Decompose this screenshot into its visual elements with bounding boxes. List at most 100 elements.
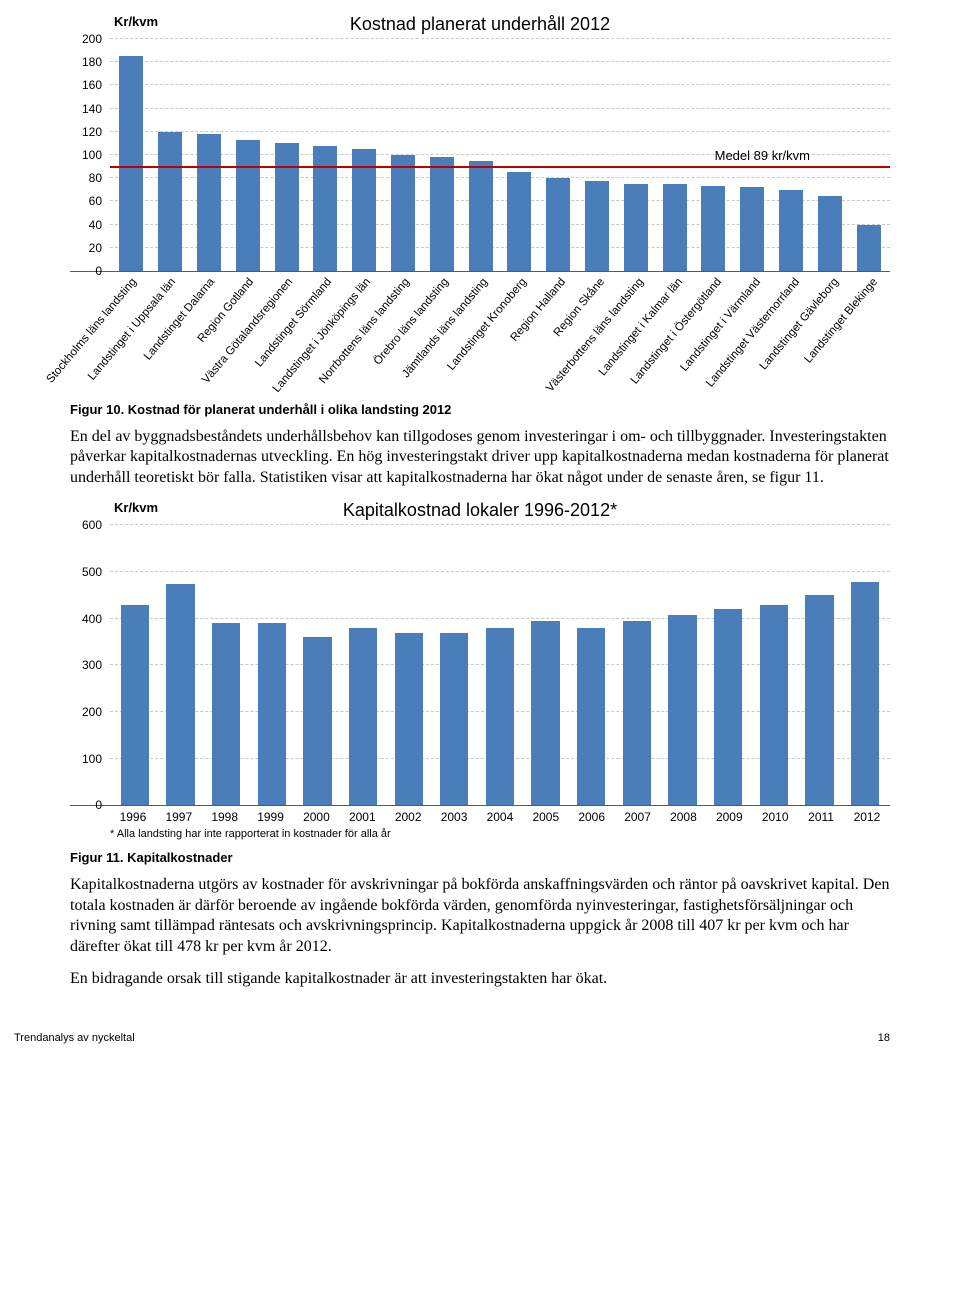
- chart2-x-labels: 1996199719981999200020012002200320042005…: [110, 806, 890, 824]
- y-tick: 40: [89, 218, 102, 232]
- x-label: 2001: [339, 806, 385, 824]
- x-label: 2006: [569, 806, 615, 824]
- bar: [119, 56, 143, 271]
- chart-kapitalkostnad: Kapitalkostnad lokaler 1996-2012* Kr/kvm…: [70, 500, 890, 840]
- y-tick: 80: [89, 171, 102, 185]
- chart1-y-label: Kr/kvm: [114, 14, 158, 29]
- bar-slot: [797, 525, 843, 805]
- bar: [303, 637, 331, 805]
- bar: [668, 615, 696, 805]
- x-label: 1996: [110, 806, 156, 824]
- y-tick: 140: [82, 102, 102, 116]
- bar-slot: [158, 525, 204, 805]
- bar: [391, 155, 415, 271]
- bar-slot: [660, 525, 706, 805]
- bar-slot: [477, 525, 523, 805]
- y-tick: 200: [82, 32, 102, 46]
- bar-slot: [810, 39, 849, 271]
- bar-slot: [500, 39, 539, 271]
- paragraph-2: Kapitalkostnaderna utgörs av kostnader f…: [70, 875, 890, 957]
- bar-slot: [190, 39, 229, 271]
- footer-left: Trendanalys av nyckeltal: [14, 1032, 135, 1044]
- chart1-plot-area: 020406080100120140160180200Medel 89 kr/k…: [70, 39, 890, 272]
- y-tick: 0: [95, 264, 102, 278]
- x-label: 2004: [477, 806, 523, 824]
- bar-slot: [345, 39, 384, 271]
- bar: [212, 623, 240, 805]
- bar: [395, 633, 423, 806]
- bar-slot: [422, 39, 461, 271]
- y-tick: 500: [82, 565, 102, 579]
- y-tick: 0: [95, 798, 102, 812]
- x-label: 2007: [615, 806, 661, 824]
- x-label: 2009: [706, 806, 752, 824]
- bar-slot: [751, 525, 797, 805]
- bar: [507, 172, 531, 271]
- x-label: 1997: [156, 806, 202, 824]
- bar-slot: [614, 525, 660, 805]
- x-label: 2010: [752, 806, 798, 824]
- bar-slot: [151, 39, 190, 271]
- bar: [585, 181, 609, 271]
- bar: [546, 178, 570, 271]
- bar: [158, 132, 182, 271]
- bar: [577, 628, 605, 805]
- x-label: Landstinget Blekinge: [851, 272, 890, 392]
- x-label: 2008: [661, 806, 707, 824]
- bar: [469, 161, 493, 271]
- chart-kostnad-underhall: Kostnad planerat underhåll 2012 Kr/kvm 0…: [70, 14, 890, 392]
- x-label: 2000: [294, 806, 340, 824]
- bar-slot: [384, 39, 423, 271]
- y-tick: 100: [82, 752, 102, 766]
- bar: [714, 609, 742, 805]
- figure10-caption: Figur 10. Kostnad för planerat underhåll…: [70, 402, 890, 417]
- bar: [440, 633, 468, 806]
- bar: [623, 621, 651, 805]
- bar: [236, 140, 260, 271]
- figure11-caption: Figur 11. Kapitalkostnader: [70, 850, 890, 865]
- x-label: 2005: [523, 806, 569, 824]
- bar-slot: [249, 525, 295, 805]
- y-tick: 100: [82, 148, 102, 162]
- chart2-title: Kapitalkostnad lokaler 1996-2012*: [70, 500, 890, 521]
- y-tick: 160: [82, 78, 102, 92]
- bar: [779, 190, 803, 271]
- bar-slot: [539, 39, 578, 271]
- x-label: 2011: [798, 806, 844, 824]
- bar: [851, 582, 879, 805]
- bar: [740, 187, 764, 271]
- bar-slot: [203, 525, 249, 805]
- bar: [313, 146, 337, 271]
- chart2-y-label: Kr/kvm: [114, 500, 158, 515]
- bar: [857, 225, 881, 271]
- page-footer: Trendanalys av nyckeltal 18: [0, 1022, 960, 1058]
- bar: [275, 143, 299, 271]
- y-tick: 300: [82, 658, 102, 672]
- bar-slot: [849, 39, 888, 271]
- bar-slot: [112, 525, 158, 805]
- x-label: 2002: [385, 806, 431, 824]
- bar: [258, 623, 286, 805]
- bar: [701, 186, 725, 271]
- bar-slot: [386, 525, 432, 805]
- bar-slot: [568, 525, 614, 805]
- bar: [531, 621, 559, 805]
- bar-slot: [306, 39, 345, 271]
- mean-label: Medel 89 kr/kvm: [715, 148, 810, 163]
- bar-slot: [578, 39, 617, 271]
- bar: [624, 184, 648, 271]
- bar-slot: [616, 39, 655, 271]
- footer-page-number: 18: [878, 1032, 890, 1044]
- chart1-title: Kostnad planerat underhåll 2012: [70, 14, 890, 35]
- bar-slot: [461, 39, 500, 271]
- bar: [349, 628, 377, 805]
- paragraph-3: En bidragande orsak till stigande kapita…: [70, 969, 890, 989]
- y-tick: 180: [82, 55, 102, 69]
- y-tick: 400: [82, 612, 102, 626]
- mean-line: [110, 166, 890, 168]
- x-label: 1998: [202, 806, 248, 824]
- y-tick: 200: [82, 705, 102, 719]
- y-tick: 20: [89, 241, 102, 255]
- bar: [121, 605, 149, 806]
- bar: [197, 134, 221, 271]
